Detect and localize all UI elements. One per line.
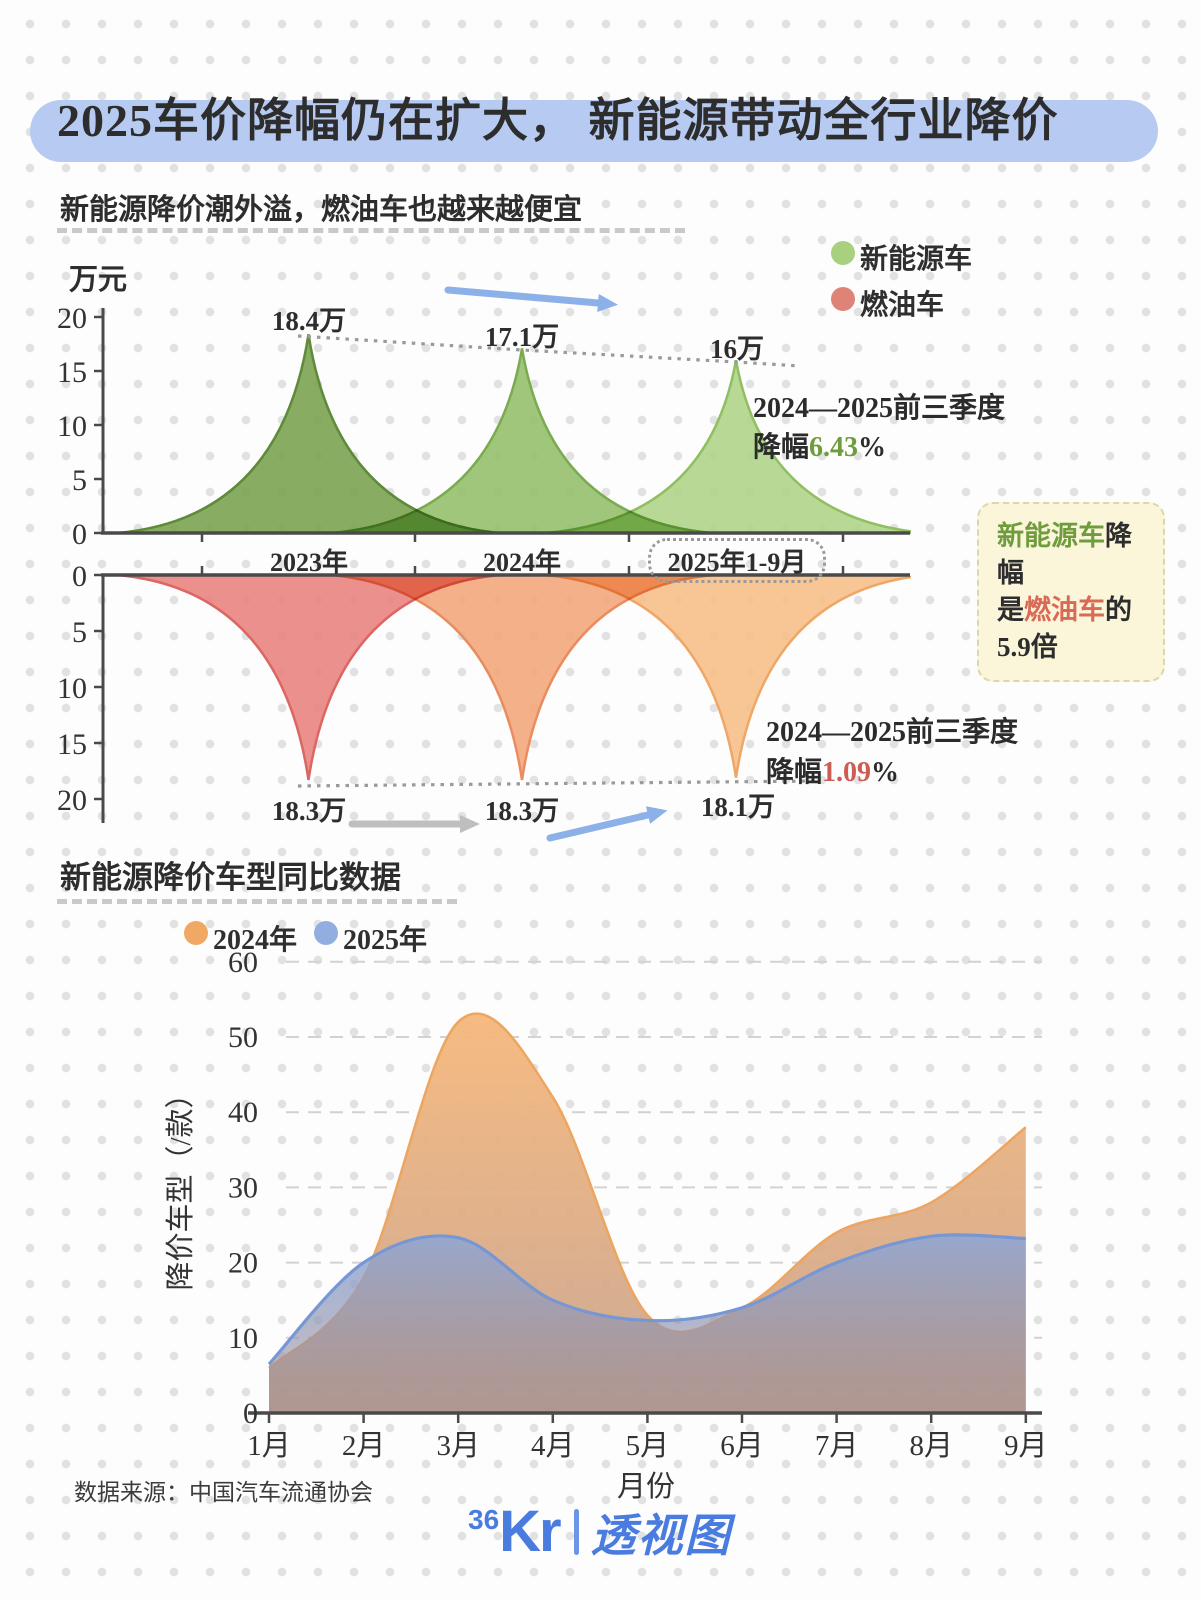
fuel-trough-label: 18.1万 (700, 792, 776, 822)
nev-drop-value: 6.43 (809, 432, 859, 463)
fuel-trough-label: 18.3万 (271, 796, 347, 826)
nev-legend-dot (831, 241, 855, 265)
annotation-prefix: 降幅 (766, 757, 823, 788)
fuel-trough-label: 18.3万 (484, 796, 560, 826)
category-label-2024: 2024年 (482, 548, 561, 577)
data-source: 数据来源：中国汽车流通协会 (74, 1480, 373, 1505)
nev-annotation-line1: 2024—2025前三季度 (753, 393, 1006, 424)
svg-text:20: 20 (57, 784, 87, 817)
comparison-callout: 新能源车降幅 是燃油车的 5.9倍 (977, 502, 1165, 682)
fuel-annotation-line1: 2024—2025前三季度 (766, 717, 1019, 748)
legend-2025-dot (314, 921, 338, 945)
nev-legend-label: 新能源车 (860, 244, 973, 275)
annotation-suffix: % (858, 432, 887, 463)
svg-text:5月: 5月 (626, 1430, 670, 1462)
section2-heading: 新能源降价车型同比数据 (60, 860, 401, 895)
svg-text:4月: 4月 (531, 1430, 575, 1462)
fuel-trend-dotted-line (297, 779, 815, 788)
svg-text:7月: 7月 (815, 1430, 859, 1462)
legend-2025-label: 2025年 (343, 925, 428, 956)
svg-text:10: 10 (228, 1322, 258, 1355)
fuel-drop-value: 1.09 (822, 757, 872, 788)
fuel-legend-label: 燃油车 (860, 290, 945, 321)
svg-text:月份: 月份 (617, 1470, 675, 1503)
chart1-subtitle: 新能源降价潮外溢，燃油车也越来越便宜 (60, 194, 583, 226)
logo-kr: Kr (499, 1499, 561, 1564)
legend-2024-label: 2024年 (213, 925, 298, 956)
subtitle-underline (57, 228, 685, 233)
callout-text: 降幅 (997, 521, 1132, 588)
callout-text: 的 (1105, 595, 1132, 625)
brand-logo: 36 Kr 透视图 (468, 1498, 732, 1565)
svg-text:3月: 3月 (436, 1430, 480, 1462)
y-axis-unit-label: 万元 (68, 264, 127, 296)
svg-text:0: 0 (243, 1397, 258, 1430)
svg-text:20: 20 (57, 302, 87, 335)
fuel-annotation-line2: 降幅1.09% (766, 750, 899, 790)
svg-text:10: 10 (57, 672, 87, 705)
trend-arrow (444, 286, 602, 307)
fuel-legend-dot (831, 287, 855, 311)
series-2024年-line (268, 1012, 1027, 1369)
callout-nev: 新能源车 (997, 521, 1105, 551)
callout-ratio: 5.9倍 (997, 632, 1058, 662)
heading2-underline (57, 899, 457, 904)
svg-text:0: 0 (72, 560, 87, 593)
svg-text:15: 15 (57, 356, 87, 389)
svg-text:60: 60 (228, 946, 258, 979)
callout-fuel: 燃油车 (1024, 595, 1105, 625)
logo-divider (573, 1508, 579, 1555)
trend-arrowhead (597, 294, 618, 312)
svg-text:0: 0 (72, 518, 87, 551)
fuel-valley-area (539, 576, 911, 778)
series-2025年-line (267, 1233, 1026, 1366)
trend-arrowhead (460, 815, 480, 833)
svg-text:8月: 8月 (909, 1430, 953, 1462)
annotation-prefix: 降幅 (753, 432, 810, 463)
trend-arrow (546, 811, 652, 842)
svg-text:30: 30 (228, 1171, 258, 1204)
category-label-2023: 2023年 (269, 548, 348, 577)
logo-name: 透视图 (590, 1511, 732, 1561)
svg-text:9月: 9月 (1004, 1430, 1048, 1462)
svg-text:2月: 2月 (342, 1430, 386, 1462)
nev-peak-label: 17.1万 (484, 322, 560, 352)
svg-text:10: 10 (57, 410, 87, 443)
nev-peak-label: 18.4万 (271, 306, 347, 336)
svg-text:5: 5 (72, 616, 87, 649)
page-title: 2025车价降幅仍在扩大， 新能源带动全行业降价 (57, 95, 1059, 146)
svg-text:5: 5 (72, 464, 87, 497)
nev-annotation-line2: 降幅6.43% (753, 425, 886, 465)
svg-text:50: 50 (228, 1021, 258, 1054)
logo-36: 36 (468, 1503, 500, 1535)
svg-text:6月: 6月 (720, 1430, 764, 1462)
svg-text:15: 15 (57, 728, 87, 761)
category-label-2025: 2025年1-9月 (648, 538, 826, 583)
callout-text: 是 (997, 595, 1024, 625)
annotation-suffix: % (871, 757, 900, 788)
svg-text:20: 20 (228, 1247, 258, 1280)
svg-text:40: 40 (228, 1096, 258, 1129)
series-2025年-area (269, 1234, 1026, 1413)
svg-text:降价车型（/款）: 降价车型（/款） (164, 1079, 197, 1290)
legend-2024-dot (184, 921, 208, 945)
svg-text:1月: 1月 (247, 1430, 291, 1462)
title-highlight (30, 100, 1158, 162)
nev-peak-label: 16万 (710, 334, 764, 364)
nev-peak-area (527, 359, 911, 534)
trend-arrowhead (645, 806, 668, 824)
